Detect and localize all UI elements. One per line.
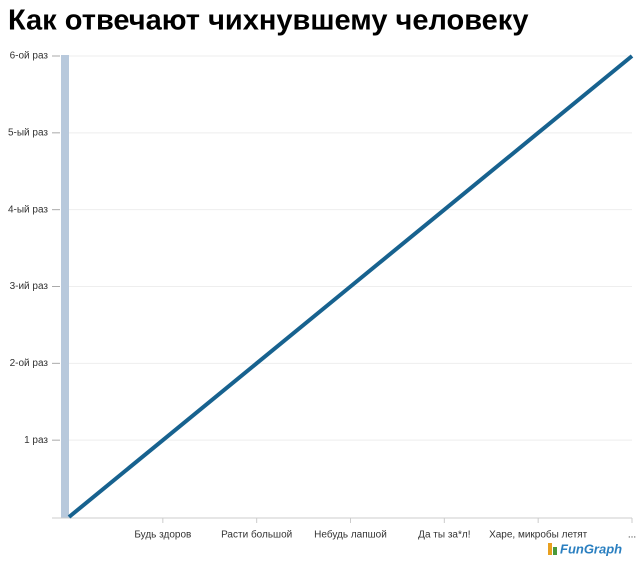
y-tick-label: 4-ый раз [8, 204, 48, 215]
x-tick-label: Небудь лапшой [314, 529, 387, 541]
x-tick-label: Харе, микробы летят [489, 529, 588, 541]
y-tick-label: 5-ый раз [8, 127, 48, 138]
x-tick-label: ... [628, 530, 636, 541]
line [67, 54, 634, 519]
x-tick-label: Будь здоров [134, 530, 191, 541]
chart-title: Как отвечают чихнувшему человеку [8, 5, 528, 37]
logo-icon [548, 543, 552, 555]
y-axis-bar [61, 55, 69, 518]
y-tick-label: 1 раз [24, 435, 48, 446]
logo-icon [553, 547, 557, 555]
y-tick-label: 2-ой раз [10, 358, 49, 369]
x-tick-label: Расти большой [221, 529, 292, 541]
y-tick-label: 6-ой раз [10, 51, 49, 62]
x-tick-label: Да ты за*л! [418, 530, 470, 541]
watermark: FunGraph [560, 541, 622, 556]
y-tick-label: 3-ий раз [10, 281, 49, 292]
